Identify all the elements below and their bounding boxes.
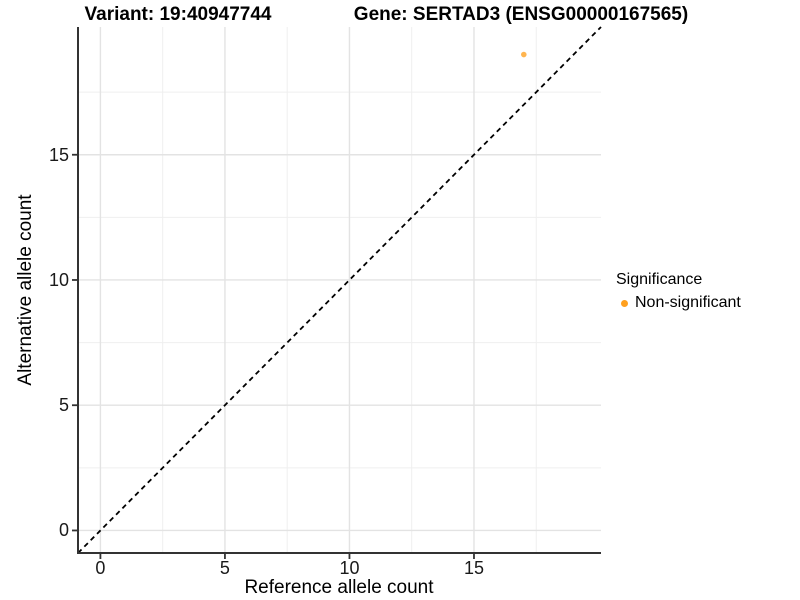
y-tick-label: 10	[48, 269, 69, 290]
point-marker-icon	[621, 299, 628, 307]
y-tick-label: 5	[58, 395, 69, 416]
legend: Significance Non-significant	[616, 270, 741, 313]
y-axis-title: Alternative allele count	[15, 194, 36, 386]
x-tick-label: 5	[219, 558, 230, 578]
legend-title: Significance	[616, 271, 703, 288]
x-tick-label: 10	[339, 558, 360, 578]
identity-dashed-line	[77, 26, 602, 554]
data-point	[520, 51, 527, 58]
plot-title-gene: Gene: SERTAD3 (ENSG00000167565)	[353, 4, 689, 25]
y-tick-label: 0	[58, 520, 69, 541]
legend-item-label: Non-significant	[635, 294, 741, 311]
x-tick-label: 15	[463, 558, 484, 578]
y-tick-label: 15	[48, 144, 69, 165]
plot-title-variant: Variant: 19:40947744	[84, 4, 272, 25]
x-tick-label: 0	[95, 558, 106, 578]
legend-item-non-significant: Non-significant	[616, 293, 741, 313]
x-axis-title: Reference allele count	[244, 577, 434, 598]
